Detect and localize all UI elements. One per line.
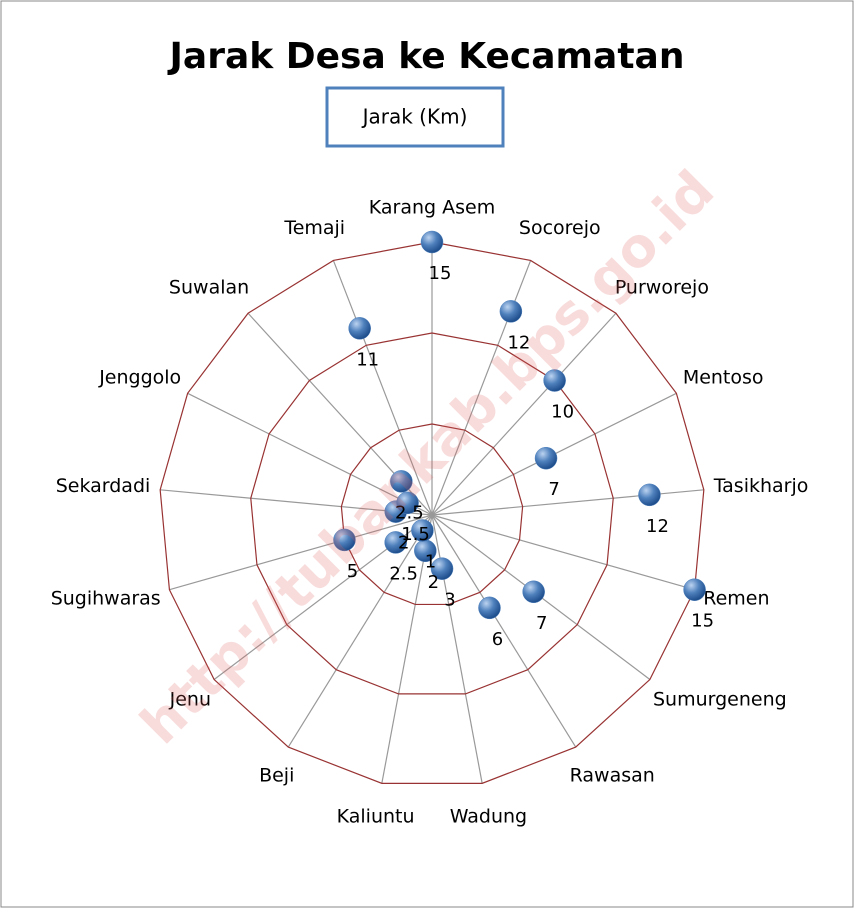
category-label: Beji: [259, 765, 294, 787]
data-point: [543, 369, 566, 392]
category-label: Remen: [703, 588, 769, 610]
spoke: [187, 392, 433, 516]
data-point: [420, 230, 444, 254]
data-label: 12: [646, 516, 669, 537]
data-label: 11: [356, 349, 379, 370]
spoke: [431, 514, 577, 748]
data-point: [411, 519, 434, 542]
category-label: Suwalan: [169, 277, 249, 299]
grid-ring: [340, 423, 524, 606]
data-label: 15: [429, 263, 452, 284]
category-label: Jenggolo: [98, 367, 181, 389]
data-label: 10: [551, 402, 574, 423]
category-label: Tasikharjo: [713, 475, 809, 497]
spoke: [332, 260, 433, 516]
category-label: Temaji: [283, 217, 345, 239]
category-label: Rawasan: [570, 765, 655, 787]
data-label: 2: [428, 572, 439, 593]
category-label: Sugihwaras: [51, 588, 161, 610]
category-label: Kaliuntu: [337, 805, 415, 827]
category-label: Socorejo: [519, 217, 601, 239]
data-point: [478, 596, 501, 620]
category-label: Sumurgeneng: [653, 689, 787, 711]
category-label: Karang Asem: [369, 197, 495, 219]
data-point: [333, 528, 356, 552]
data-label: 15: [691, 611, 714, 632]
data-label: 7: [548, 479, 559, 500]
spoke: [431, 514, 695, 591]
data-point: [348, 317, 371, 340]
data-label: 2.5: [389, 563, 418, 584]
plot: Karang Asem Socorejo Purworejo Mentoso Tasik…: [51, 197, 809, 828]
grid-ring: [250, 332, 614, 695]
legend-entry: Jarak (Km): [361, 105, 468, 129]
data-point: [683, 578, 706, 601]
data-point: [430, 557, 454, 580]
category-label: Jenu: [169, 689, 211, 711]
data-point: [534, 446, 558, 470]
spoke: [287, 514, 433, 748]
legend-box: [325, 86, 505, 148]
data-label: 3: [444, 590, 455, 611]
chart-title: Jarak Desa ke Kecamatan: [167, 36, 685, 77]
data-point: [638, 483, 661, 507]
spoke: [169, 514, 433, 591]
data-label: 1.5: [401, 524, 430, 545]
data-label: 2: [398, 533, 409, 554]
data-label: 6: [492, 629, 503, 650]
category-label: Mentoso: [683, 367, 764, 389]
category-label: Wadung: [450, 805, 527, 827]
data-label: 12: [507, 332, 530, 353]
category-label: Purworejo: [615, 277, 709, 299]
data-point: [390, 470, 413, 493]
data-point: [499, 300, 523, 323]
grid-ring: [159, 241, 705, 784]
data-label: 1: [425, 551, 436, 572]
data-point: [384, 531, 407, 554]
category-label: Sekardadi: [56, 475, 151, 497]
data-label: 5: [347, 561, 358, 582]
data-label: 7: [536, 613, 547, 634]
data-point: [396, 491, 419, 515]
spoke: [431, 312, 617, 516]
data-label: 2.5: [395, 502, 424, 523]
data-point: [522, 580, 545, 604]
